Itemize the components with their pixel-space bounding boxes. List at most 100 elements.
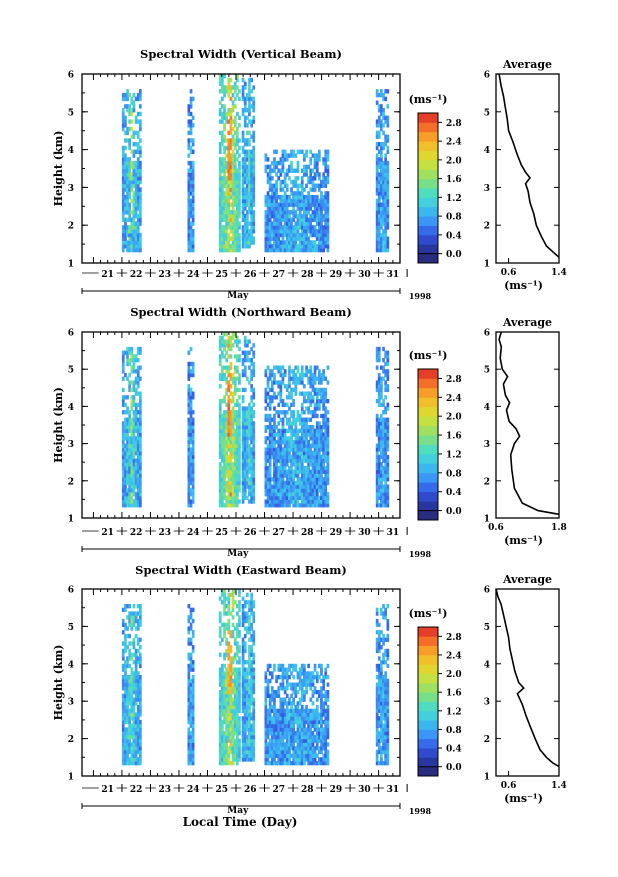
heat-cell bbox=[243, 157, 247, 162]
heat-cell bbox=[225, 596, 228, 601]
heat-cell bbox=[231, 191, 235, 196]
heat-cell bbox=[375, 240, 379, 245]
heat-cell bbox=[246, 179, 249, 185]
heat-cell bbox=[241, 425, 245, 430]
heat-cell bbox=[189, 469, 193, 474]
heat-cell bbox=[326, 477, 330, 482]
heat-cell bbox=[273, 232, 276, 238]
heat-cell bbox=[130, 734, 134, 740]
heat-cell bbox=[273, 380, 276, 385]
heat-cell bbox=[285, 495, 289, 500]
heat-cell bbox=[223, 671, 226, 676]
heat-cell bbox=[221, 432, 224, 437]
heat-cell bbox=[279, 160, 283, 166]
heat-cell bbox=[132, 443, 136, 448]
heat-cell bbox=[243, 454, 247, 460]
heat-cell bbox=[223, 202, 226, 207]
heat-cell bbox=[320, 183, 323, 188]
heat-cell bbox=[382, 458, 385, 463]
heat-cell bbox=[191, 757, 195, 762]
heat-cell bbox=[187, 480, 191, 486]
heat-cell bbox=[384, 142, 387, 147]
heat-cell bbox=[227, 108, 231, 113]
heat-cell bbox=[303, 458, 306, 463]
heat-cell bbox=[227, 372, 231, 378]
heat-cell bbox=[275, 488, 278, 493]
heat-cell bbox=[132, 731, 136, 736]
heat-cell bbox=[380, 157, 383, 162]
heat-cell bbox=[128, 384, 131, 389]
heat-cell bbox=[236, 727, 239, 732]
heat-cell bbox=[236, 413, 239, 419]
heat-cell bbox=[248, 191, 251, 196]
heat-cell bbox=[130, 667, 134, 672]
heat-cell bbox=[139, 656, 142, 661]
y-tick-label: 3 bbox=[68, 440, 74, 450]
heat-cell bbox=[238, 346, 241, 352]
heat-cell bbox=[300, 369, 304, 374]
heat-cell bbox=[243, 225, 247, 230]
heat-cell bbox=[233, 708, 237, 713]
heat-cell bbox=[191, 473, 195, 478]
heat-cell bbox=[375, 176, 379, 181]
heat-cell bbox=[187, 618, 191, 624]
heat-cell bbox=[227, 213, 231, 219]
heat-cell bbox=[233, 600, 237, 605]
heat-cell bbox=[139, 761, 142, 766]
heat-cell bbox=[221, 704, 224, 710]
colorbar-frame bbox=[417, 368, 439, 521]
colorbar-swatch bbox=[418, 122, 438, 133]
heat-cell bbox=[126, 503, 129, 508]
heat-cell bbox=[132, 618, 136, 624]
heat-cell bbox=[320, 425, 323, 430]
heat-cell bbox=[121, 723, 125, 728]
heat-cell bbox=[386, 123, 390, 128]
heat-cell bbox=[322, 439, 325, 445]
heat-cell bbox=[298, 417, 302, 422]
heat-cell bbox=[218, 477, 222, 482]
heat-cell bbox=[233, 428, 237, 433]
heat-cell bbox=[126, 350, 129, 355]
heat-cell bbox=[130, 172, 134, 177]
heat-cell bbox=[124, 484, 127, 489]
heat-cell bbox=[236, 213, 239, 219]
profile-x-tick-label: 0.6 bbox=[488, 523, 504, 533]
heat-cell bbox=[223, 731, 226, 736]
heat-cell bbox=[128, 473, 131, 478]
heat-cell bbox=[303, 454, 306, 460]
heat-cell bbox=[300, 225, 304, 230]
heat-cell bbox=[326, 462, 330, 467]
heat-cell bbox=[231, 451, 235, 456]
heat-cell bbox=[292, 484, 295, 489]
heat-cell bbox=[311, 495, 315, 500]
heat-cell bbox=[246, 413, 249, 419]
heat-cell bbox=[238, 406, 241, 411]
heat-cell bbox=[322, 399, 325, 404]
heat-cell bbox=[227, 716, 231, 721]
heat-cell bbox=[225, 436, 228, 441]
heat-cell bbox=[250, 195, 253, 200]
heat-cell bbox=[130, 503, 134, 508]
heat-cell bbox=[322, 206, 325, 211]
heat-cell bbox=[375, 168, 379, 173]
heat-cell bbox=[218, 484, 222, 489]
heat-cell bbox=[303, 229, 306, 234]
heat-cell bbox=[298, 221, 302, 226]
heat-cell bbox=[279, 372, 283, 378]
heat-cell bbox=[246, 428, 249, 433]
heat-cell bbox=[380, 477, 383, 482]
heat-cell bbox=[377, 492, 381, 497]
heat-cell bbox=[300, 183, 304, 188]
heat-cell bbox=[294, 451, 298, 456]
heat-cell bbox=[236, 667, 239, 672]
heat-cell bbox=[266, 436, 270, 441]
heat-cell bbox=[298, 391, 302, 396]
heat-cell bbox=[221, 738, 224, 743]
heat-cell bbox=[283, 240, 287, 245]
heat-cell bbox=[124, 372, 127, 378]
heat-cell bbox=[229, 693, 233, 698]
heat-cell bbox=[231, 630, 235, 635]
heat-cell bbox=[377, 488, 381, 493]
heat-cell bbox=[377, 372, 381, 378]
